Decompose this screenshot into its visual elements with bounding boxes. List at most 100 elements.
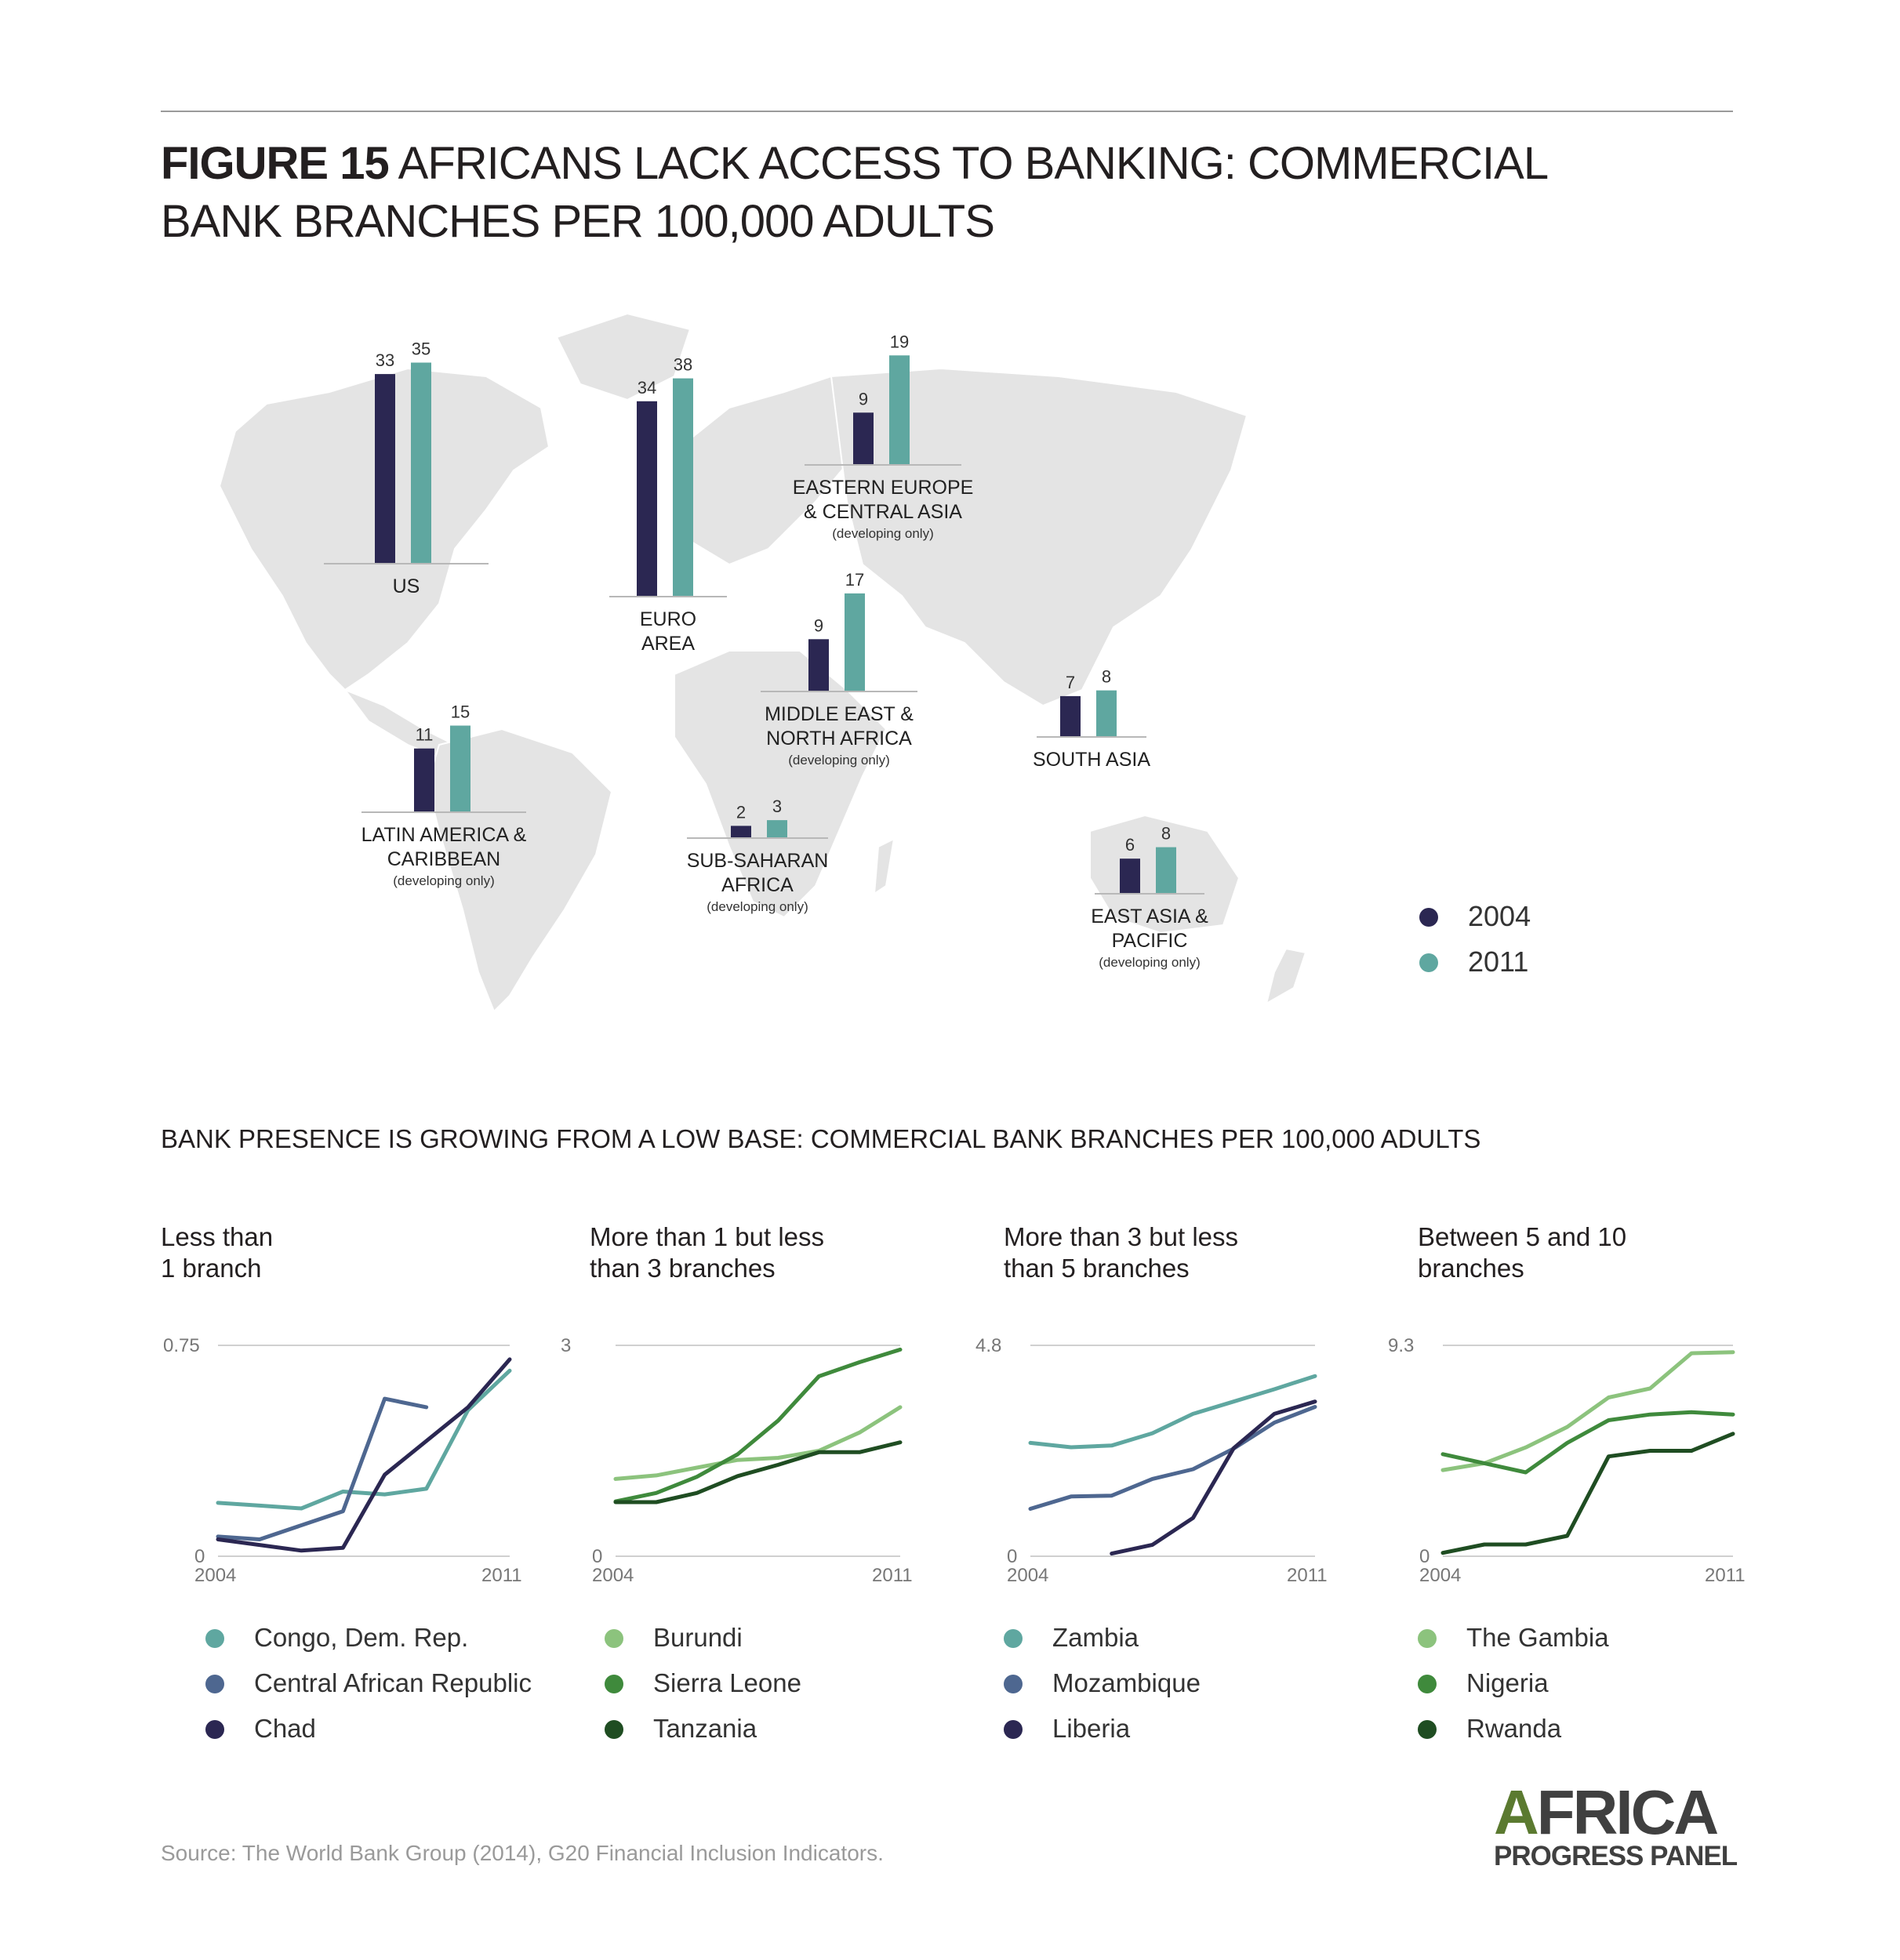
y-max-label: 4.8: [975, 1335, 1001, 1356]
series-line-the-gambia: [1440, 1350, 1735, 1472]
legend-dot-burundi: [605, 1629, 623, 1648]
region-group-0: 33 35 US: [324, 339, 489, 597]
region-note: (developing only): [1099, 955, 1200, 970]
region-group-7: 6 8 EAST ASIA & PACIFIC (developing only): [1091, 824, 1208, 970]
panel-title-3: More than 3 but less than 5 branches: [1004, 1221, 1333, 1284]
bar-value-label: 3: [772, 797, 782, 816]
bar-2004: [1060, 695, 1081, 736]
panel-title-2-line-1: More than 1 but less: [590, 1222, 824, 1251]
bar-2004: [1120, 858, 1140, 893]
world-map: [218, 312, 1307, 1013]
x-tick-start: 2004: [194, 1565, 236, 1586]
legend-label-car: Central African Republic: [254, 1668, 532, 1697]
region-name: AFRICA: [721, 874, 794, 896]
legend-label-sierra-leone: Sierra Leone: [653, 1668, 801, 1697]
series-line-central-african-republic: [216, 1396, 429, 1541]
panel-title-1-line-1: Less than: [161, 1222, 274, 1251]
panel-title-4: Between 5 and 10 branches: [1418, 1221, 1747, 1284]
panel-title-3-line-1: More than 3 but less: [1004, 1222, 1238, 1251]
legend-label-liberia: Liberia: [1052, 1714, 1131, 1743]
panel-legend-4: The Gambia Nigeria Rwanda: [1418, 1615, 1609, 1751]
series-line-rwanda: [1440, 1432, 1735, 1555]
legend-item-burundi: Burundi: [605, 1615, 801, 1661]
legend-item-sierra-leone: Sierra Leone: [605, 1661, 801, 1706]
legend-label-burundi: Burundi: [653, 1623, 743, 1652]
bar-value-label: 9: [814, 615, 823, 635]
x-tick-end: 2011: [1705, 1565, 1746, 1586]
section-subtitle: BANK PRESENCE IS GROWING FROM A LOW BASE…: [161, 1124, 1481, 1153]
legend-item-congo: Congo, Dem. Rep.: [205, 1615, 532, 1661]
legend-item-mozambique: Mozambique: [1004, 1661, 1201, 1706]
bar-2004: [853, 412, 874, 464]
region-note: (developing only): [832, 526, 933, 541]
series-line-tanzania: [613, 1440, 903, 1504]
region-name: AREA: [641, 633, 695, 655]
bar-2011: [673, 378, 693, 596]
legend-label-zambia: Zambia: [1052, 1623, 1139, 1652]
series-line-nigeria: [1440, 1410, 1735, 1475]
bar-2011: [450, 725, 470, 811]
legend-dot-2011: [1419, 953, 1438, 972]
region-name: EASTERN EUROPE: [793, 477, 974, 499]
figure-title-text: AFRICANS LACK ACCESS TO BANKING: COMMERC…: [161, 138, 1547, 247]
bar-value-label: 8: [1161, 824, 1171, 844]
legend-item-2011: 2011: [1419, 939, 1531, 985]
map-asia: [830, 367, 1248, 707]
y-min-label: 0: [1419, 1546, 1430, 1567]
map-south-america: [426, 728, 613, 1013]
y-min-label: 0: [1007, 1546, 1017, 1567]
region-group-1: 34 38 EURO AREA: [609, 355, 727, 655]
y-max-label: 9.3: [1388, 1335, 1414, 1356]
legend-dot-congo: [205, 1629, 224, 1648]
region-group-4: 7 8 SOUTH ASIA: [1033, 667, 1150, 771]
y-max-label: 3: [561, 1335, 571, 1356]
legend-label-gambia: The Gambia: [1466, 1623, 1609, 1652]
x-tick-start: 2004: [1007, 1565, 1048, 1586]
bar-value-label: 38: [674, 355, 692, 375]
map-new-zealand: [1265, 947, 1307, 1006]
map-legend: 2004 2011: [1419, 894, 1531, 985]
top-rule: [161, 111, 1733, 112]
figure-number: FIGURE 15: [161, 138, 390, 189]
bar-value-label: 7: [1066, 673, 1075, 692]
bar-value-label: 8: [1102, 667, 1111, 687]
logo-wordmark: AFRICA: [1494, 1780, 1753, 1846]
legend-label-chad: Chad: [254, 1714, 316, 1743]
bar-2004: [414, 748, 434, 811]
series-line-congo-dem-rep-: [216, 1368, 512, 1511]
legend-label-tanzania: Tanzania: [653, 1714, 757, 1743]
series-line-sierra-leone: [613, 1347, 903, 1504]
region-note: (developing only): [788, 753, 889, 768]
region-name: SOUTH ASIA: [1033, 749, 1150, 771]
bar-2011: [889, 355, 910, 464]
x-tick-start: 2004: [1419, 1565, 1461, 1586]
region-group-5: 11 15 LATIN AMERICA &CARIBBEAN (developing …: [361, 702, 527, 889]
legend-label-nigeria: Nigeria: [1466, 1668, 1549, 1697]
bar-2011: [411, 362, 431, 563]
logo-a-glyph: A: [1494, 1777, 1539, 1847]
legend-item-zambia: Zambia: [1004, 1615, 1201, 1661]
legend-label-mozambique: Mozambique: [1052, 1668, 1201, 1697]
region-note: (developing only): [707, 899, 808, 914]
x-tick-end: 2011: [1287, 1565, 1328, 1586]
bar-value-label: 34: [638, 378, 656, 397]
region-name: EURO: [640, 608, 696, 630]
bar-value-label: 35: [412, 339, 430, 359]
legend-label-rwanda: Rwanda: [1466, 1714, 1562, 1743]
map-madagascar: [873, 837, 896, 895]
bar-value-label: 2: [736, 802, 746, 822]
bar-value-label: 19: [890, 332, 909, 351]
bar-2011: [767, 820, 787, 837]
legend-item-car: Central African Republic: [205, 1661, 532, 1706]
region-name: MIDDLE EAST &: [765, 703, 914, 725]
series-line-zambia: [1028, 1374, 1317, 1450]
bar-2011: [1096, 690, 1117, 736]
legend-dot-sierra-leone: [605, 1675, 623, 1693]
legend-label-2011: 2011: [1468, 946, 1529, 978]
map-africa: [674, 650, 888, 919]
